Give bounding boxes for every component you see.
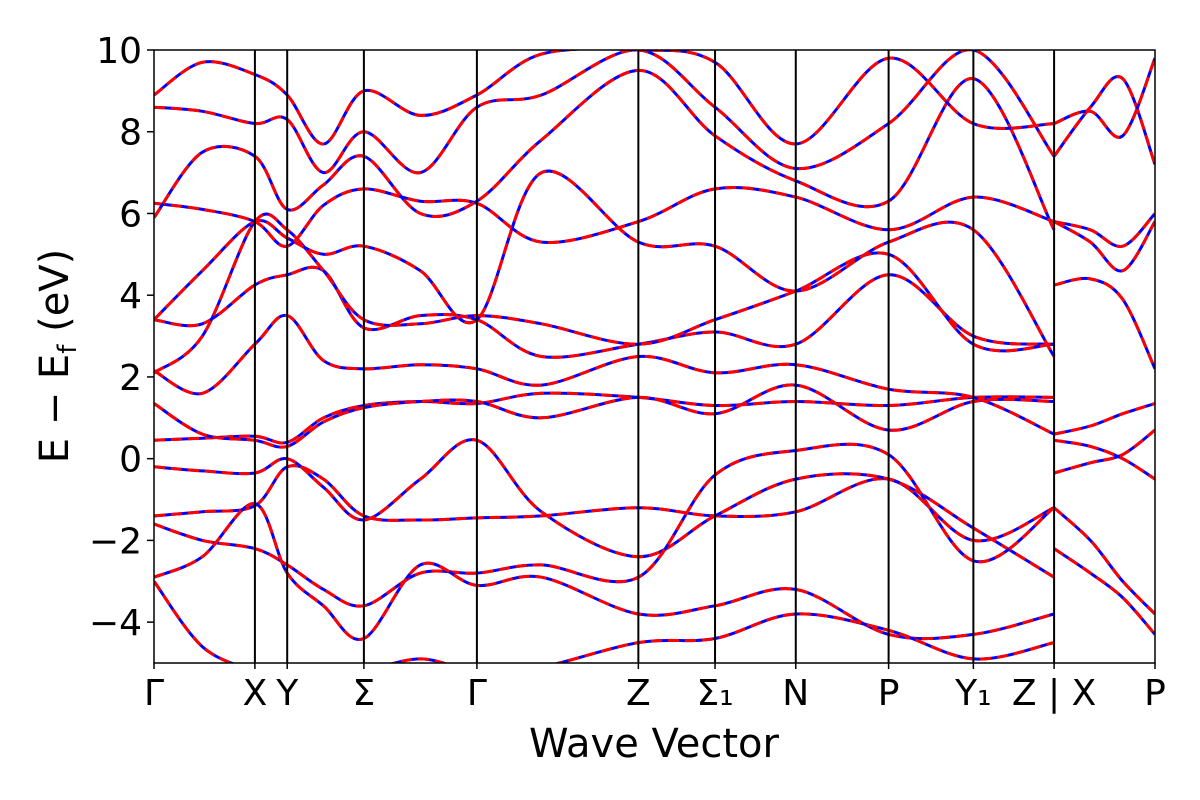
band-17-dashed-line xyxy=(1053,402,1155,436)
y-axis-title-tail: (eV) xyxy=(32,249,78,345)
band-15-dashed-line xyxy=(1053,428,1155,475)
band-3-dashed-line xyxy=(154,502,1055,642)
x-tick-label-3: Σ xyxy=(353,673,376,714)
band-8-dashed-line xyxy=(154,212,1055,375)
band-21-dashed-line xyxy=(1053,212,1155,248)
x-tick-label-5: Z xyxy=(626,673,651,714)
band-24-dashed-line xyxy=(1053,57,1155,139)
band-20-dashed-line xyxy=(1053,276,1155,370)
band-18-solid-line xyxy=(1053,547,1155,636)
x-tick-label-8: P xyxy=(878,673,900,714)
y-tick-label-2: 0 xyxy=(119,440,142,481)
band-13-dashed-line xyxy=(154,50,1055,146)
band-5-dashed-line xyxy=(154,383,1055,449)
x-axis-ticks: Γ X Y Σ Γ Z Σ₁ N P Y₁ Z | X P xyxy=(144,663,1166,714)
x-tick-label-6: Σ₁ xyxy=(696,673,733,714)
band-18-dashed-line xyxy=(1053,547,1155,636)
band-11-dashed-line xyxy=(154,68,1056,231)
band-0-solid-line xyxy=(154,464,1055,543)
x-tick-label-10: Z | X xyxy=(1012,673,1096,714)
x-tick-label-2: Y xyxy=(275,673,299,714)
y-tick-label-5: 6 xyxy=(119,194,142,235)
band-9-dashed-line xyxy=(154,169,1056,358)
band-12-solid-line xyxy=(154,50,1056,175)
y-axis-title: E − Ef (eV) xyxy=(32,249,83,464)
band-6-dashed-line xyxy=(154,314,1055,436)
x-tick-label-1: X xyxy=(243,673,268,714)
y-tick-label-7: 10 xyxy=(96,31,142,72)
plot-frame xyxy=(153,49,1156,664)
x-tick-label-4: Γ xyxy=(467,673,487,714)
y-axis-ticks: −4 −2 0 2 4 6 8 10 xyxy=(89,31,154,644)
band-3-solid-line xyxy=(154,502,1055,642)
band-4-dashed-line xyxy=(154,391,1055,445)
band-22-solid-line xyxy=(1053,220,1155,273)
band-7-dashed-line xyxy=(154,265,1055,359)
band-4-solid-line xyxy=(154,391,1055,445)
y-axis-title-sub: f xyxy=(53,344,83,354)
band-2-dashed-line xyxy=(154,442,1055,608)
band-20-solid-line xyxy=(1053,276,1155,370)
y-tick-label-4: 4 xyxy=(119,276,142,317)
band-16-dashed-line xyxy=(1053,438,1155,481)
y-tick-label-1: −2 xyxy=(89,521,142,562)
y-tick-label-3: 2 xyxy=(119,358,142,399)
band-6-solid-line xyxy=(154,314,1055,436)
band-1-dashed-line xyxy=(154,438,1055,579)
band-22-dashed-line xyxy=(1053,220,1155,273)
y-tick-label-0: −4 xyxy=(89,603,142,644)
y-tick-label-6: 8 xyxy=(119,113,142,154)
band-12-dashed-line xyxy=(154,50,1056,175)
bands-layer xyxy=(154,50,1155,663)
x-axis-title: Wave Vector xyxy=(529,721,780,767)
band-9-solid-line xyxy=(154,169,1056,358)
x-tick-label-9: Y₁ xyxy=(954,673,991,714)
band-23-dashed-line xyxy=(1052,75,1155,165)
x-tick-label-7: N xyxy=(782,673,809,714)
y-axis-title-main: E − E xyxy=(32,354,78,464)
band-14-solid-line xyxy=(154,580,1055,663)
band-0-dashed-line xyxy=(154,464,1055,543)
band-14-dashed-line xyxy=(154,580,1055,663)
x-tick-label-0: Γ xyxy=(144,673,164,714)
band-19-dashed-line xyxy=(1053,506,1155,616)
high-symmetry-lines xyxy=(253,50,1056,663)
band-10-dashed-line xyxy=(154,186,1055,248)
x-tick-label-11: P xyxy=(1144,673,1166,714)
